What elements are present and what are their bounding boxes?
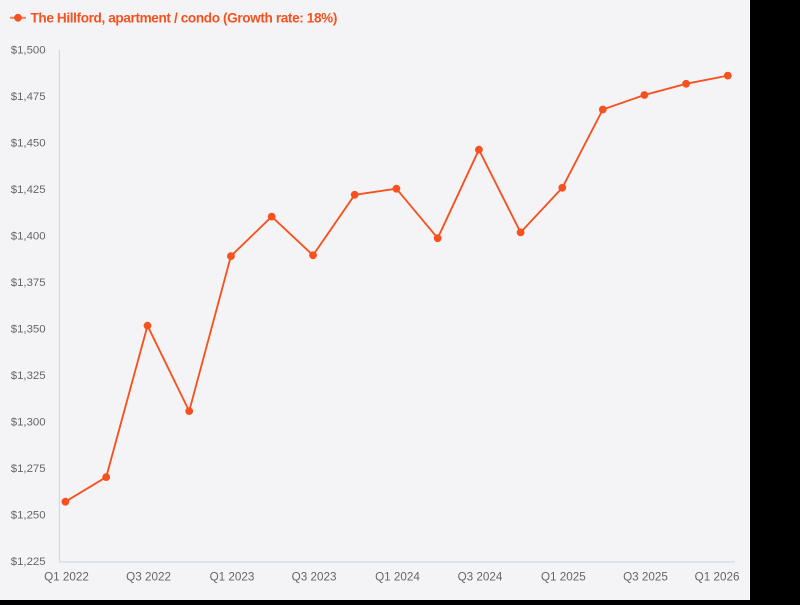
svg-text:$1,250: $1,250 xyxy=(11,510,46,522)
svg-text:$1,475: $1,475 xyxy=(11,91,46,103)
svg-text:$1,375: $1,375 xyxy=(11,277,46,289)
svg-text:$1,350: $1,350 xyxy=(11,324,46,336)
svg-text:$1,500: $1,500 xyxy=(11,45,46,57)
svg-text:$1,400: $1,400 xyxy=(11,231,46,243)
svg-text:Q1 2022: Q1 2022 xyxy=(44,571,89,584)
svg-text:Q1 2026: Q1 2026 xyxy=(695,571,740,584)
svg-text:$1,325: $1,325 xyxy=(11,370,46,382)
svg-text:Q1 2025: Q1 2025 xyxy=(541,571,586,584)
svg-text:Q3 2025: Q3 2025 xyxy=(623,571,668,584)
svg-text:The Hillford, apartment / cond: The Hillford, apartment / condo (Growth … xyxy=(31,10,338,25)
svg-text:Q3 2023: Q3 2023 xyxy=(292,571,337,584)
svg-text:$1,275: $1,275 xyxy=(11,463,46,475)
svg-text:$1,300: $1,300 xyxy=(11,417,46,429)
svg-text:$1,225: $1,225 xyxy=(11,556,46,568)
svg-text:$1,450: $1,450 xyxy=(11,138,46,150)
svg-text:Q1 2023: Q1 2023 xyxy=(210,571,255,584)
svg-text:$1,425: $1,425 xyxy=(11,184,46,196)
svg-text:Q3 2024: Q3 2024 xyxy=(458,571,503,584)
svg-text:Q3 2022: Q3 2022 xyxy=(126,571,171,584)
svg-text:Q1 2024: Q1 2024 xyxy=(375,571,420,584)
